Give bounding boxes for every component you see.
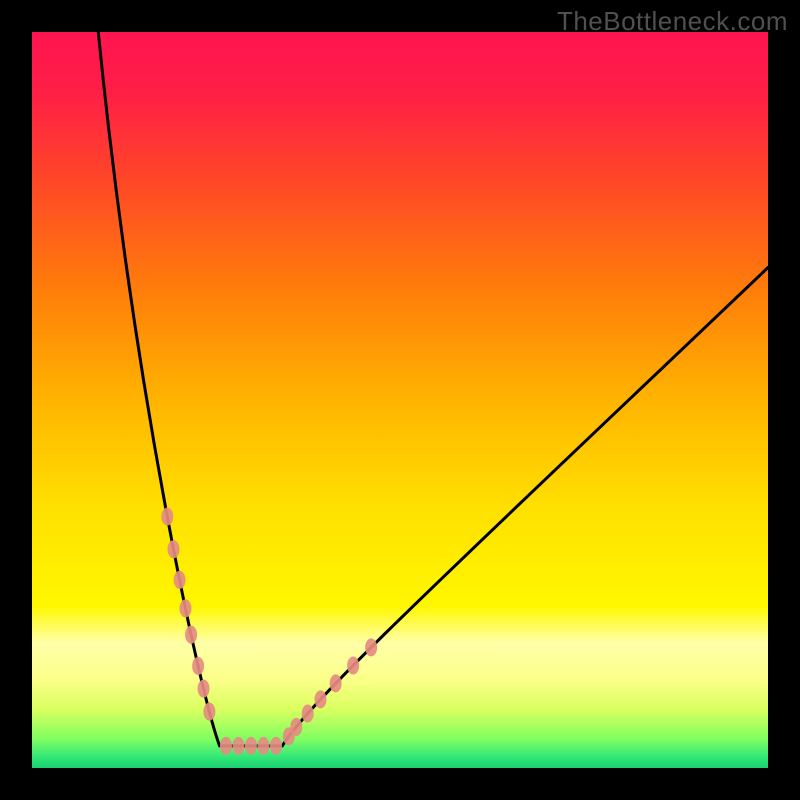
data-marker — [245, 737, 257, 755]
data-marker — [192, 657, 204, 675]
data-marker — [220, 737, 232, 755]
data-marker — [347, 656, 359, 674]
data-marker — [168, 540, 180, 558]
data-marker — [174, 571, 186, 589]
data-marker — [302, 705, 314, 723]
data-marker — [257, 737, 269, 755]
watermark-text: TheBottleneck.com — [557, 6, 788, 37]
data-marker — [330, 674, 342, 692]
data-marker — [161, 508, 173, 526]
plot-background — [32, 32, 768, 768]
data-marker — [203, 703, 215, 721]
data-marker — [185, 626, 197, 644]
data-marker — [365, 638, 377, 656]
data-marker — [270, 737, 282, 755]
data-marker — [290, 718, 302, 736]
data-marker — [198, 680, 210, 698]
data-marker — [232, 737, 244, 755]
data-marker — [179, 599, 191, 617]
data-marker — [314, 690, 326, 708]
